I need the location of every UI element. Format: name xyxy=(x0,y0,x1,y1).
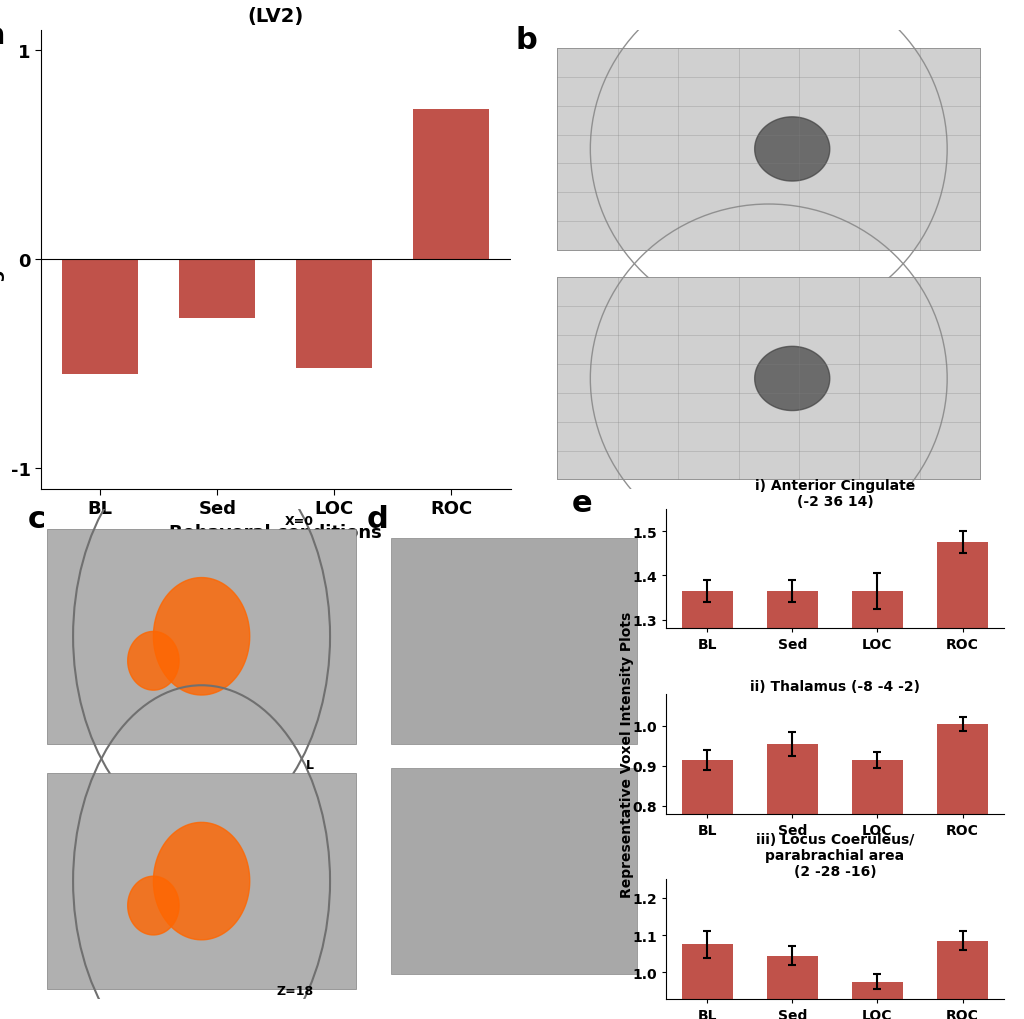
X-axis label: Behavoral conditions: Behavoral conditions xyxy=(169,523,382,541)
Text: Z=18: Z=18 xyxy=(276,983,314,997)
FancyBboxPatch shape xyxy=(391,539,637,744)
Y-axis label: Design Score: Design Score xyxy=(0,194,5,326)
Text: Representative Voxel Intensity Plots: Representative Voxel Intensity Plots xyxy=(620,611,634,897)
Text: L: L xyxy=(306,759,314,771)
Bar xyxy=(767,744,818,1019)
Text: e: e xyxy=(571,488,593,517)
Bar xyxy=(413,110,489,260)
FancyBboxPatch shape xyxy=(557,278,980,480)
Bar xyxy=(852,760,903,1019)
Bar xyxy=(179,260,255,318)
Title: i) Anterior Cingulate
(-2 36 14): i) Anterior Cingulate (-2 36 14) xyxy=(755,478,915,508)
Text: X=0: X=0 xyxy=(285,515,314,527)
Text: c: c xyxy=(28,504,46,534)
Bar xyxy=(682,945,733,1019)
Polygon shape xyxy=(755,347,829,411)
Polygon shape xyxy=(154,578,250,695)
Bar xyxy=(682,591,733,1019)
FancyBboxPatch shape xyxy=(47,529,355,744)
Bar xyxy=(62,260,138,375)
Polygon shape xyxy=(154,822,250,940)
Text: a: a xyxy=(0,21,5,50)
Bar xyxy=(682,760,733,1019)
Polygon shape xyxy=(128,632,179,691)
Text: d: d xyxy=(367,504,388,534)
FancyBboxPatch shape xyxy=(391,768,637,974)
Bar xyxy=(937,725,988,1019)
Text: b: b xyxy=(515,25,537,55)
Bar xyxy=(937,941,988,1019)
Title: State-Related Activation Pattern
Latent Variable 2
(LV2): State-Related Activation Pattern Latent … xyxy=(96,0,456,26)
Bar xyxy=(937,543,988,1019)
Title: iii) Locus Coeruleus/
parabrachial area
(2 -28 -16): iii) Locus Coeruleus/ parabrachial area … xyxy=(756,832,914,878)
Polygon shape xyxy=(755,118,829,181)
FancyBboxPatch shape xyxy=(47,773,355,988)
Bar xyxy=(852,591,903,1019)
FancyBboxPatch shape xyxy=(557,49,980,251)
Bar xyxy=(296,260,372,368)
Title: ii) Thalamus (-8 -4 -2): ii) Thalamus (-8 -4 -2) xyxy=(750,680,920,693)
Polygon shape xyxy=(128,876,179,935)
Bar xyxy=(767,956,818,1019)
Bar xyxy=(852,982,903,1019)
Bar xyxy=(767,591,818,1019)
